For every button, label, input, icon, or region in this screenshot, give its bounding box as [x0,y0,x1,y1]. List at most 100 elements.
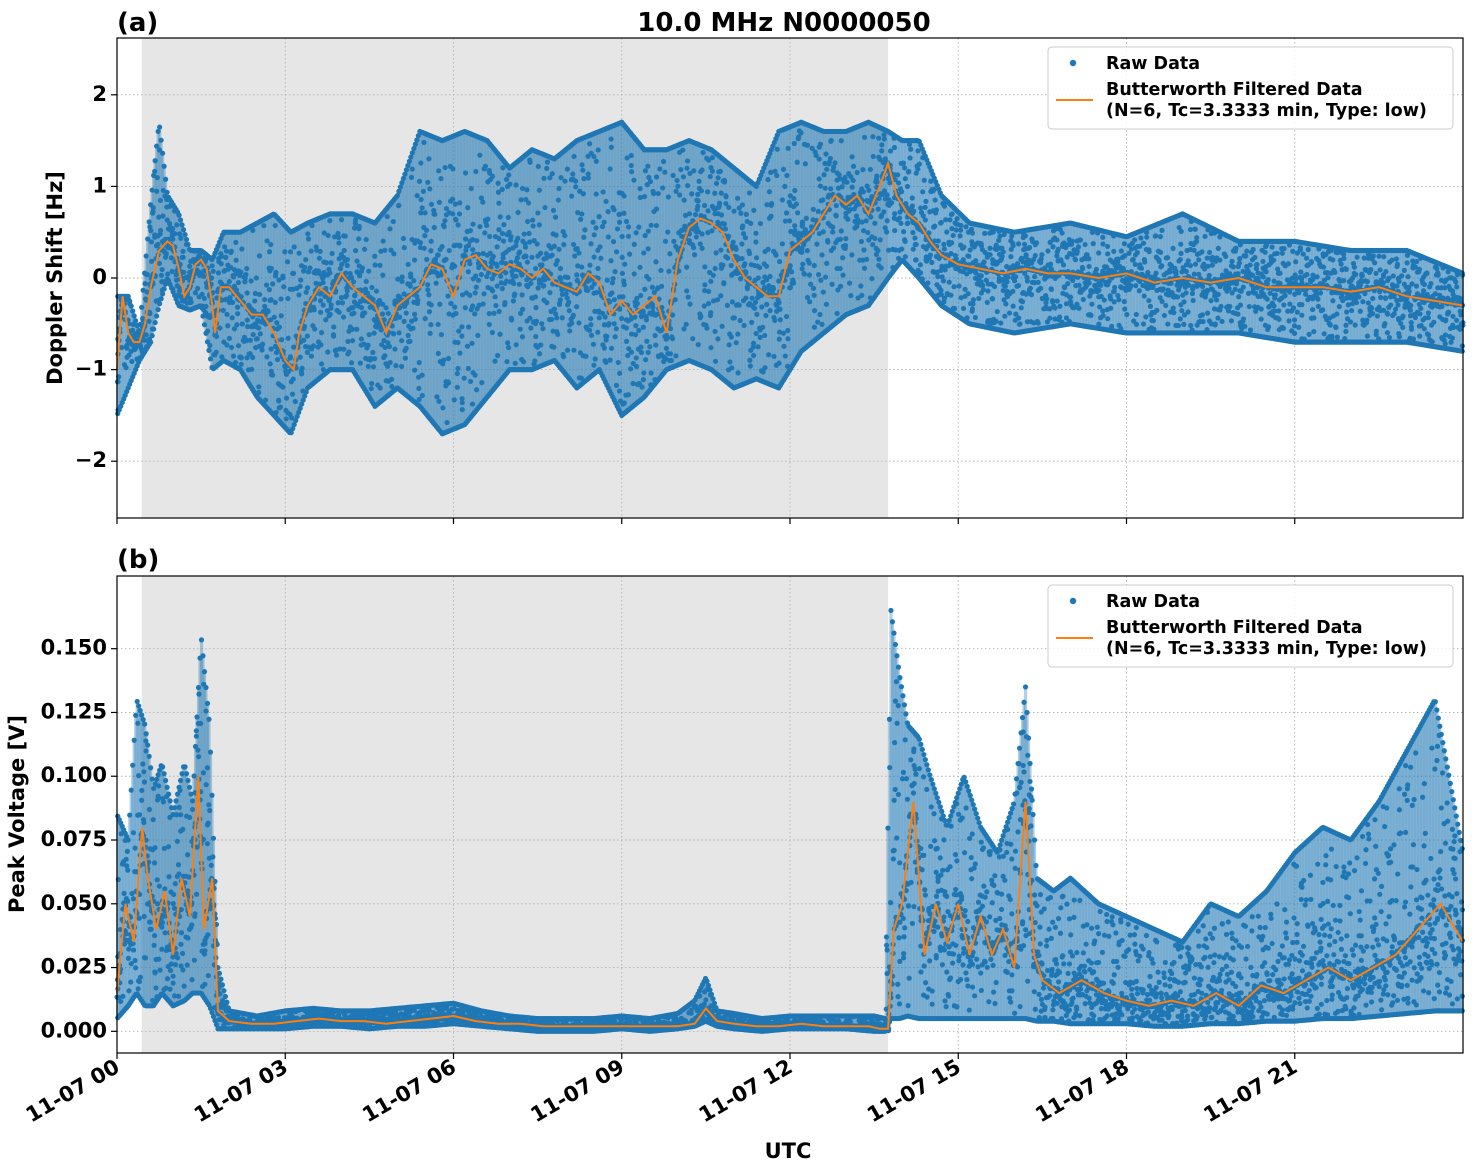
raw-data-point [165,271,171,277]
raw-data-point [155,241,161,247]
raw-data-point [173,277,180,283]
raw-data-point [161,163,167,169]
raw-data-point [168,255,174,261]
raw-data-point [148,239,154,245]
raw-data-point [143,253,149,259]
raw-data-point [161,286,167,292]
raw-data-band [181,229,186,308]
raw-data-point [163,251,169,257]
raw-data-point [169,268,175,275]
raw-data-point [146,318,152,324]
raw-data-point [170,236,176,242]
raw-data-point [155,128,161,135]
raw-data-band [175,212,180,303]
raw-data-point [158,137,164,143]
raw-data-point [148,339,154,345]
raw-data-point [145,236,151,242]
raw-data-point [138,346,144,352]
raw-data-point [129,358,135,365]
raw-data-point [155,306,161,313]
raw-data-point [152,319,158,326]
raw-data-point [142,281,148,287]
raw-data-point [130,327,136,333]
raw-data-point [157,124,163,130]
raw-data-point [154,188,160,194]
raw-data-point [124,345,130,351]
raw-data-band [158,127,162,304]
raw-data-point [154,313,160,319]
raw-data-point [156,214,162,220]
raw-data-point [177,285,183,291]
raw-data-point [139,304,145,310]
raw-data-band [165,192,169,280]
raw-data-point [144,289,150,295]
raw-data-point [144,271,150,278]
raw-data-band [161,153,165,294]
raw-data-band [184,239,189,309]
raw-data-point [154,143,160,149]
raw-data-point [126,352,132,358]
raw-data-point [130,321,136,327]
raw-data-point [174,222,180,228]
raw-data-point [180,227,187,233]
raw-data-band [143,273,147,352]
raw-data-point [157,227,164,234]
raw-data-point [159,266,165,273]
raw-data-point [173,272,179,278]
raw-data-point [158,272,165,278]
raw-data-point [187,296,193,302]
raw-data-point [160,150,166,156]
raw-data-band [192,250,196,309]
raw-data-point [131,313,137,319]
raw-data-point [127,298,133,304]
raw-data-point [150,205,156,211]
raw-data-point [152,168,158,174]
raw-data-point [128,303,134,309]
raw-data-point [163,176,169,182]
raw-data-point [183,236,190,243]
raw-data-point [176,231,183,237]
raw-data-point [133,318,139,324]
raw-data-band [159,140,163,299]
raw-data-band [177,215,181,306]
raw-data-point [152,158,158,164]
raw-data-point [125,293,131,299]
raw-data-band [122,296,126,399]
raw-data-point [160,213,166,219]
raw-data-point [178,235,184,241]
raw-data-point [149,187,155,193]
raw-data-point [136,327,142,334]
raw-data-point [146,219,152,225]
raw-data-point [140,287,146,293]
raw-data-point [143,332,149,338]
raw-data-band [193,250,198,308]
raw-data-band [152,175,156,330]
raw-data-band [164,179,168,285]
raw-data-band [155,146,159,317]
raw-data-point [149,333,155,339]
raw-data-point [187,263,193,269]
raw-data-point [123,365,129,371]
raw-data-band [180,224,184,307]
raw-data-point [179,222,185,228]
raw-data-point [180,248,186,254]
raw-data-point [148,258,155,264]
raw-data-band [162,166,166,289]
raw-data-point [187,299,193,306]
raw-data-point [185,241,191,248]
raw-data-point [160,291,166,297]
raw-data-point [177,217,184,223]
raw-data-point [180,254,186,260]
raw-data-band [156,131,160,310]
raw-data-point [151,326,157,332]
raw-data-point [157,301,163,307]
raw-data-point [150,209,156,215]
raw-data-band [183,234,187,309]
raw-data-point [154,174,160,181]
raw-data-point [147,309,153,316]
raw-data-point [176,212,182,218]
raw-data-point [181,269,187,275]
raw-data-point [182,232,188,238]
